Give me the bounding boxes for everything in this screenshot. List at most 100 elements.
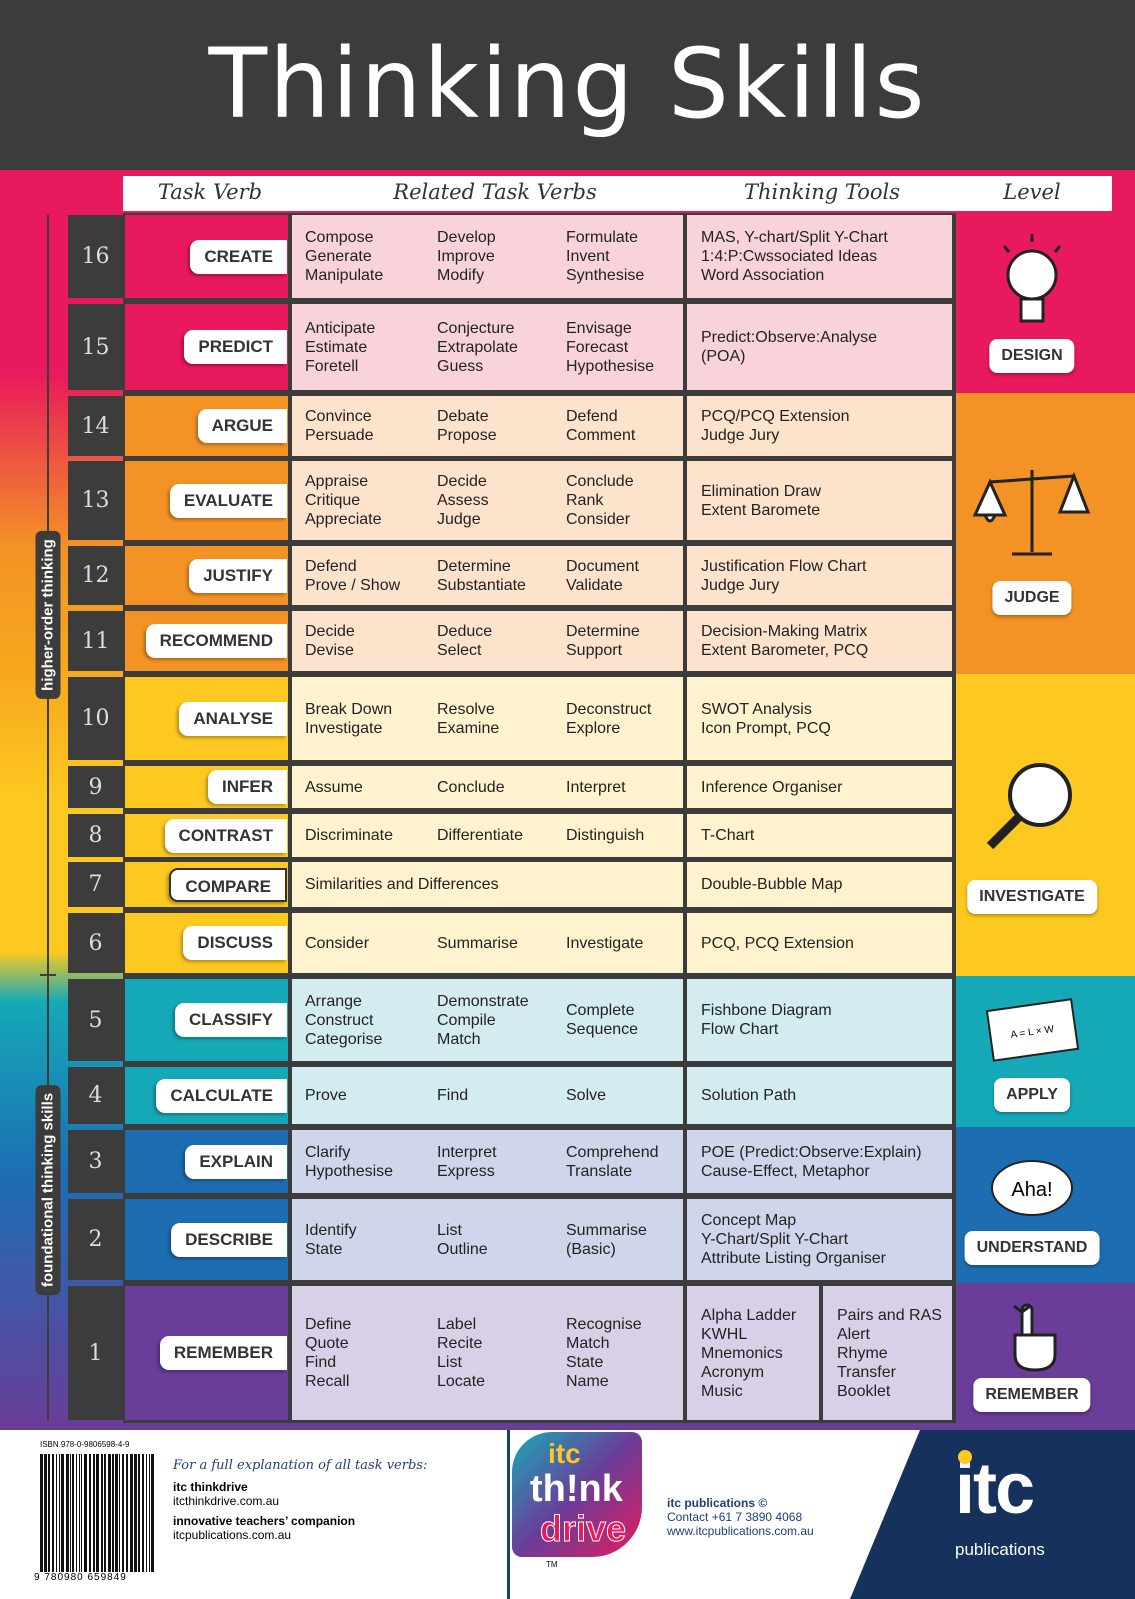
related-verb: Prove [305,1087,347,1104]
bar-line [96,1454,99,1572]
bar-line [122,1454,124,1572]
related-verb: Manipulate [305,267,384,284]
verb-tag: JUSTIFY [189,558,287,593]
related-verb: Determine [566,623,640,640]
footer: ISBN 978-0-9806598-4-9 9 780980 659849 F… [0,1430,1135,1599]
related-column: Defend Prove / Show [305,546,400,605]
tools-cell [687,611,952,671]
verb-tag: INFER [208,770,287,804]
related-verb: Categorise [305,1030,383,1048]
row-number: 15 [68,304,123,390]
related-verb: Compose [305,229,374,246]
related-verb: Select [437,642,482,659]
tools-cell [687,766,952,808]
logo-text: th!nk [530,1468,623,1510]
related-column: Summarise (Basic) [566,1199,647,1280]
row-number: 2 [68,1199,123,1280]
related-verb: Comment [566,427,636,444]
related-verb: Conclude [437,778,505,796]
bar-line [89,1454,91,1572]
level-block [956,674,1135,976]
row-number: 9 [68,766,123,808]
row-number: 14 [68,396,123,456]
related-column: Conclude [437,766,505,808]
related-verb: Guess [437,357,484,375]
tools-column: PCQ, PCQ Extension [701,913,854,973]
tool: Extent Baromete [701,501,821,519]
tools-cell [687,304,952,390]
related-cell [292,611,683,671]
related-column: Deduce Select [437,611,492,671]
related-column: Convince Persuade [305,396,374,456]
tools-column: Solution Path [701,1067,796,1124]
related-verb: Validate [566,576,623,594]
related-verb: Consider [305,934,370,952]
tool: Judge Jury [701,427,780,444]
row-number: 10 [68,677,123,760]
related-column: Investigate [566,913,643,973]
tools-cell [687,1067,952,1124]
related-verb: State [305,1240,343,1258]
bar-line [76,1454,77,1572]
related-verb: Support [566,642,623,659]
tools-column: Pairs and RAS Alert Rhyme Transfer Booklet [837,1286,942,1420]
tool: T-Chart [701,827,755,844]
related-verb: Clarify [305,1143,351,1161]
column-header: Thinking Tools [743,180,900,204]
tools-cell [687,1199,952,1280]
related-verb: Break Down [305,700,393,718]
tools-column: SWOT Analysis Icon Prompt, PCQ [701,677,831,760]
related-column: Identify State [305,1199,357,1280]
barcode [40,1454,154,1572]
related-column: Envisage Forecast Hypothesise [566,304,654,390]
column-header-bar [123,176,1112,211]
tool: Elimination Draw [701,482,822,500]
bar-line [104,1454,106,1572]
related-cell [292,862,683,907]
bar-line [130,1454,133,1572]
row-number: 11 [68,611,123,671]
tools-column: Predict:Observe:Analyse (POA) [701,304,877,390]
related-verb: Define [305,1316,352,1333]
bar-line [84,1454,87,1572]
related-column: List Outline [437,1199,488,1280]
related-column: Document Validate [566,546,639,605]
column-header: Task Verb [157,180,263,204]
related-verb: Interpret [437,1143,497,1161]
related-column: Demonstrate Compile Match [437,979,529,1061]
tools-column: T-Chart [701,814,754,857]
level-label: REMEMBER [973,1378,1091,1412]
row-number: 3 [68,1130,123,1193]
tools-column: Justification Flow Chart Judge Jury [701,546,866,605]
related-verb: List [437,1221,462,1239]
related-column: Decide Assess Judge [437,461,489,540]
bar-line [72,1454,74,1572]
related-verb: Summarise [437,934,518,952]
tool: Justification Flow Chart [701,557,867,575]
related-column: Resolve Examine [437,677,499,760]
bar-line [66,1454,69,1572]
bar-line [52,1454,54,1572]
level-label: INVESTIGATE [967,880,1097,914]
related-column: Determine Support [566,611,640,671]
related-verb: Consider [566,511,631,528]
brand-dot [958,1450,972,1464]
related-cell [292,979,683,1061]
bar-line [70,1454,71,1572]
related-verb: Invent [566,248,610,265]
row-number: 1 [68,1286,123,1420]
related-cell [292,304,683,390]
link-url: itcpublications.com.au [173,1528,292,1542]
related-verb: Recite [437,1335,483,1352]
bar-line [119,1454,120,1572]
related-verb: Formulate [566,229,639,246]
related-verb: Label [437,1316,477,1333]
publisher-contact: Contact +61 7 3890 4068 [667,1510,803,1524]
tool: Cause-Effect, Metaphor [701,1162,870,1180]
related-column: Summarise [437,913,518,973]
related-cell [292,215,683,298]
bracket-tick [40,974,56,976]
related-column: Recognise Match State Name [566,1286,642,1420]
related-column: Interpret [566,766,626,808]
